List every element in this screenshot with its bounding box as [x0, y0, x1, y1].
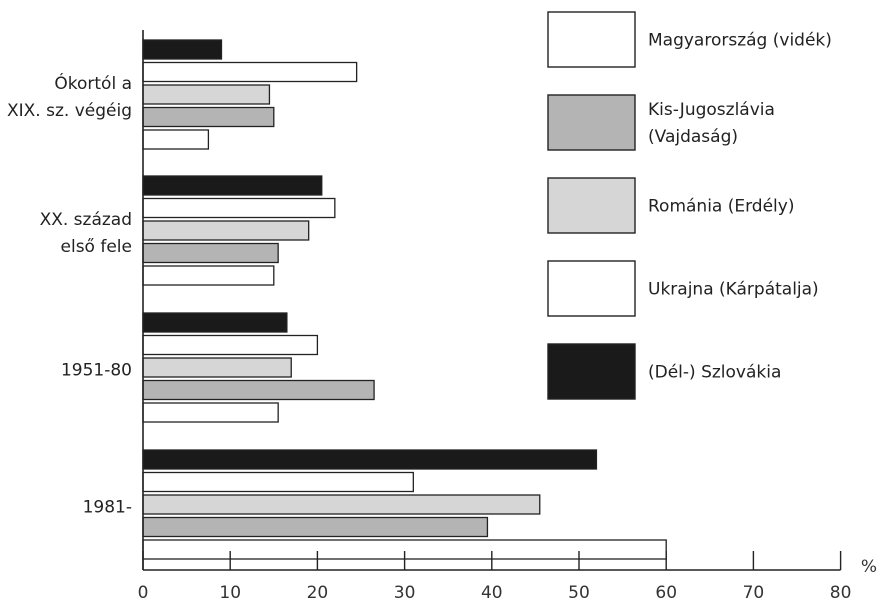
bar-ukrajna-karpatalja-2	[142, 265, 275, 286]
x-axis-unit: %	[861, 557, 877, 577]
category-label-2: első fele	[61, 237, 132, 257]
legend-label-kis-jugoszlavia-vajdasag: Kis-Jugoszlávia	[648, 100, 775, 120]
legend-swatch-magyarorszag-videk	[547, 11, 636, 68]
bar-ukrajna-karpatalja-3	[142, 402, 279, 423]
bar-del-szlovakia-4	[142, 449, 598, 470]
bar-romania-erdely-2	[142, 220, 310, 241]
category-label-4: 1981-	[83, 497, 132, 517]
x-tick-label-0: 0	[138, 583, 149, 603]
x-tick-label-50: 50	[568, 583, 590, 603]
x-tick-label-10: 10	[219, 583, 241, 603]
x-tick-label-60: 60	[655, 583, 677, 603]
bar-del-szlovakia-3	[142, 312, 288, 333]
category-label-1: Ókortól a	[54, 72, 132, 94]
category-label-2: XX. század	[40, 210, 132, 230]
x-tick-label-80: 80	[830, 583, 852, 603]
legend-swatch-romania-erdely	[547, 177, 636, 234]
legend-label-ukrajna-karpatalja: Ukrajna (Kárpátalja)	[648, 280, 819, 300]
bar-ukrajna-karpatalja-1	[142, 129, 210, 150]
category-label-1: XIX. sz. végéig	[7, 101, 132, 121]
x-axis: 0 10 20 30 40 50 60 70 80%	[138, 30, 877, 603]
legend-label-kis-jugoszlavia-vajdasag: (Vajdaság)	[648, 127, 738, 147]
legend-swatch-kis-jugoszlavia-vajdasag	[547, 94, 636, 151]
bar-magyarorszag-videk-3	[142, 334, 319, 356]
x-tick-label-70: 70	[743, 583, 765, 603]
legend: Magyarország (vidék) Kis-Jugoszlávia (Vajd…	[547, 11, 832, 400]
legend-label-romania-erdely: Románia (Erdély)	[648, 197, 794, 217]
category-label-3: 1951-80	[61, 360, 132, 380]
bar-romania-erdely-1	[142, 84, 271, 105]
legend-swatch-del-szlovakia	[547, 343, 636, 400]
legend-label-del-szlovakia: (Dél-) Szlovákia	[648, 363, 781, 383]
bar-magyarorszag-videk-4	[142, 471, 414, 493]
x-tick-label-30: 30	[394, 583, 416, 603]
category-labels: Ókortól a XIX. sz. végéig XX. század első f…	[7, 72, 132, 518]
bar-romania-erdely-4	[142, 494, 541, 515]
legend-swatch-ukrajna-karpatalja	[547, 260, 636, 317]
bar-kis-jugoszlavia-vajdasag-2	[142, 242, 279, 264]
x-tick-label-40: 40	[481, 583, 503, 603]
bar-romania-erdely-3	[142, 357, 292, 378]
legend-label-magyarorszag-videk: Magyarország (vidék)	[648, 31, 832, 51]
bar-del-szlovakia-1	[142, 39, 223, 60]
x-tick-label-20: 20	[307, 583, 329, 603]
bar-kis-jugoszlavia-vajdasag-1	[142, 106, 275, 128]
bar-magyarorszag-videk-2	[142, 197, 336, 219]
bar-kis-jugoszlavia-vajdasag-4	[142, 516, 489, 538]
bar-del-szlovakia-2	[142, 175, 323, 196]
bar-kis-jugoszlavia-vajdasag-3	[142, 379, 375, 401]
bar-magyarorszag-videk-1	[142, 61, 358, 83]
